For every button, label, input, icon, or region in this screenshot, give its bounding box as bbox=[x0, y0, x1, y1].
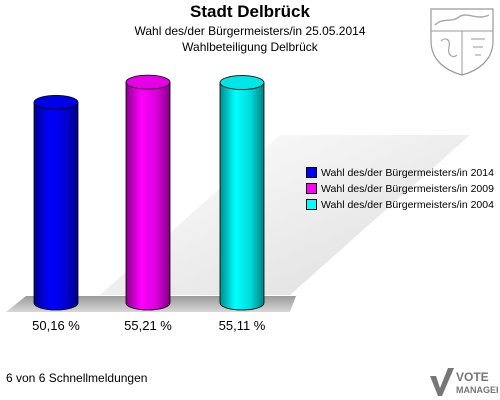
legend-swatch-2004 bbox=[306, 199, 317, 210]
chart-legend: Wahl des/der Bürgermeisters/in 2014 Wahl… bbox=[306, 165, 494, 213]
bar-top-1 bbox=[125, 74, 171, 90]
bar-value-label-1: 55,21 % bbox=[124, 318, 172, 333]
legend-label-2004: Wahl des/der Bürgermeisters/in 2004 bbox=[321, 198, 494, 211]
bar-body-2 bbox=[219, 82, 265, 311]
legend-item-2009: Wahl des/der Bürgermeisters/in 2009 bbox=[306, 181, 494, 196]
logo-line2: MANAGER bbox=[456, 385, 498, 395]
legend-label-2014: Wahl des/der Bürgermeisters/in 2014 bbox=[321, 166, 494, 179]
chart-subtitle: Wahl des/der Bürgermeisters/in 25.05.201… bbox=[134, 24, 366, 38]
bar-body-0 bbox=[33, 101, 79, 311]
legend-item-2014: Wahl des/der Bürgermeisters/in 2014 bbox=[306, 165, 494, 180]
bar-top-0 bbox=[33, 94, 79, 110]
bar-0: 50,16 % bbox=[32, 94, 80, 333]
chart-back-wall bbox=[100, 135, 470, 295]
bar-2: 55,11 % bbox=[219, 75, 266, 333]
logo-line1: VOTE bbox=[456, 370, 489, 384]
report-count: 6 von 6 Schnellmeldungen bbox=[6, 371, 148, 385]
bar-value-label-2: 55,11 % bbox=[219, 318, 266, 333]
bar-body-1 bbox=[125, 81, 171, 311]
chart-subtitle-2: Wahlbeteiligung Delbrück bbox=[182, 40, 318, 54]
bars-layer: 50,16 % 55,21 % 55,11 % bbox=[32, 74, 266, 333]
legend-swatch-2014 bbox=[306, 167, 317, 178]
chart-title: Stadt Delbrück bbox=[190, 2, 310, 21]
vote-manager-logo: VOTE MANAGER bbox=[430, 368, 498, 396]
bar-top-2 bbox=[219, 75, 265, 90]
legend-label-2009: Wahl des/der Bürgermeisters/in 2009 bbox=[321, 182, 494, 195]
legend-swatch-2009 bbox=[306, 183, 317, 194]
legend-item-2004: Wahl des/der Bürgermeisters/in 2004 bbox=[306, 197, 494, 212]
bar-1: 55,21 % bbox=[124, 74, 172, 333]
bar-value-label-0: 50,16 % bbox=[32, 318, 80, 333]
coat-of-arms-icon bbox=[430, 8, 494, 76]
